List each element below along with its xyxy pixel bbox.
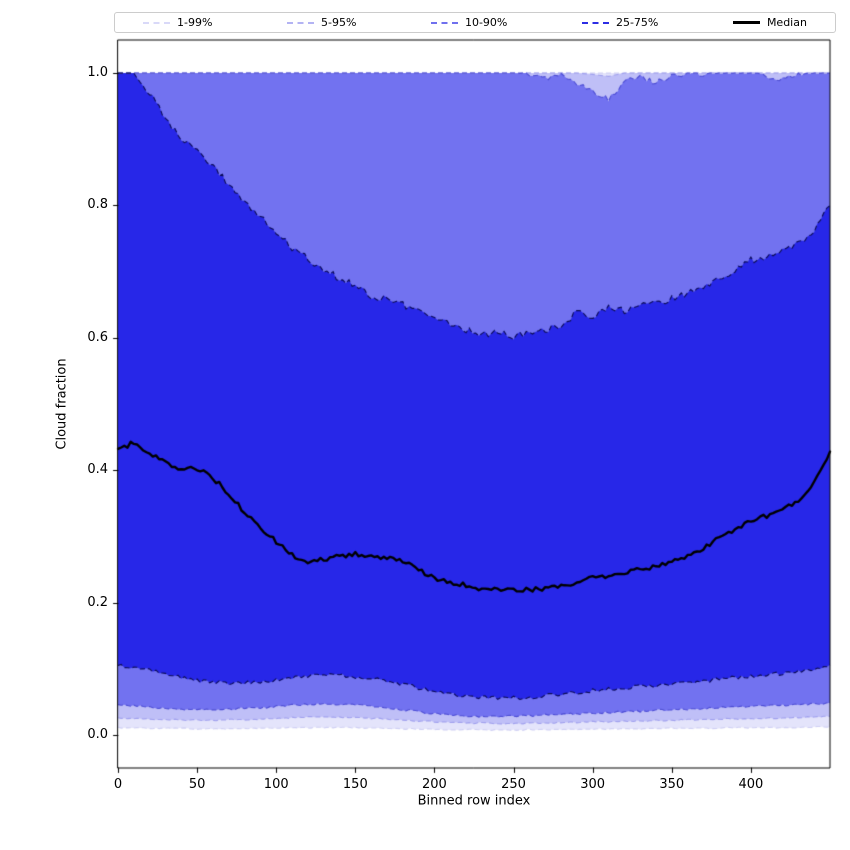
legend-line-sample-icon <box>143 21 170 24</box>
x-tick-label: 300 <box>580 777 606 792</box>
y-tick-label: 0.0 <box>87 726 108 742</box>
legend-item-1-99-: 1-99% <box>143 16 212 29</box>
y-tick-label: 1.0 <box>87 65 108 81</box>
x-tick-label: 350 <box>659 777 685 792</box>
legend-line-sample-icon <box>581 21 609 24</box>
y-tick-label: 0.6 <box>87 329 108 345</box>
y-tick-label: 0.8 <box>87 197 108 213</box>
legend-line-sample-icon <box>286 21 314 24</box>
legend-item-5-95-: 5-95% <box>286 16 357 29</box>
x-tick-label: 250 <box>501 777 526 792</box>
legend: 1-99% 5-95% 10-90% 25-75% Median <box>114 12 836 33</box>
x-tick-label: 150 <box>342 777 368 792</box>
y-tick-label: 0.2 <box>87 594 108 610</box>
x-tick-label: 400 <box>738 777 764 792</box>
y-tick-label: 0.4 <box>87 462 108 478</box>
y-axis-label: Cloud fraction <box>54 358 70 450</box>
legend-item-label: 1-99% <box>177 16 213 29</box>
legend-item-25-75-: 25-75% <box>581 16 659 29</box>
legend-item-label: 5-95% <box>320 16 357 29</box>
x-tick-label: 50 <box>188 777 206 792</box>
x-tick-label: 0 <box>113 777 123 792</box>
legend-line-sample-icon <box>430 21 458 24</box>
x-tick-label: 200 <box>422 777 447 792</box>
x-axis-label: Binned row index <box>417 793 531 809</box>
legend-item-median: Median <box>732 16 807 29</box>
legend-item-label: 10-90% <box>464 16 508 29</box>
x-tick-label: 100 <box>263 777 289 792</box>
legend-item-label: 25-75% <box>615 16 659 29</box>
legend-item-10-90-: 10-90% <box>430 16 508 29</box>
legend-line-sample-icon <box>732 21 760 24</box>
legend-item-label: Median <box>766 16 807 29</box>
